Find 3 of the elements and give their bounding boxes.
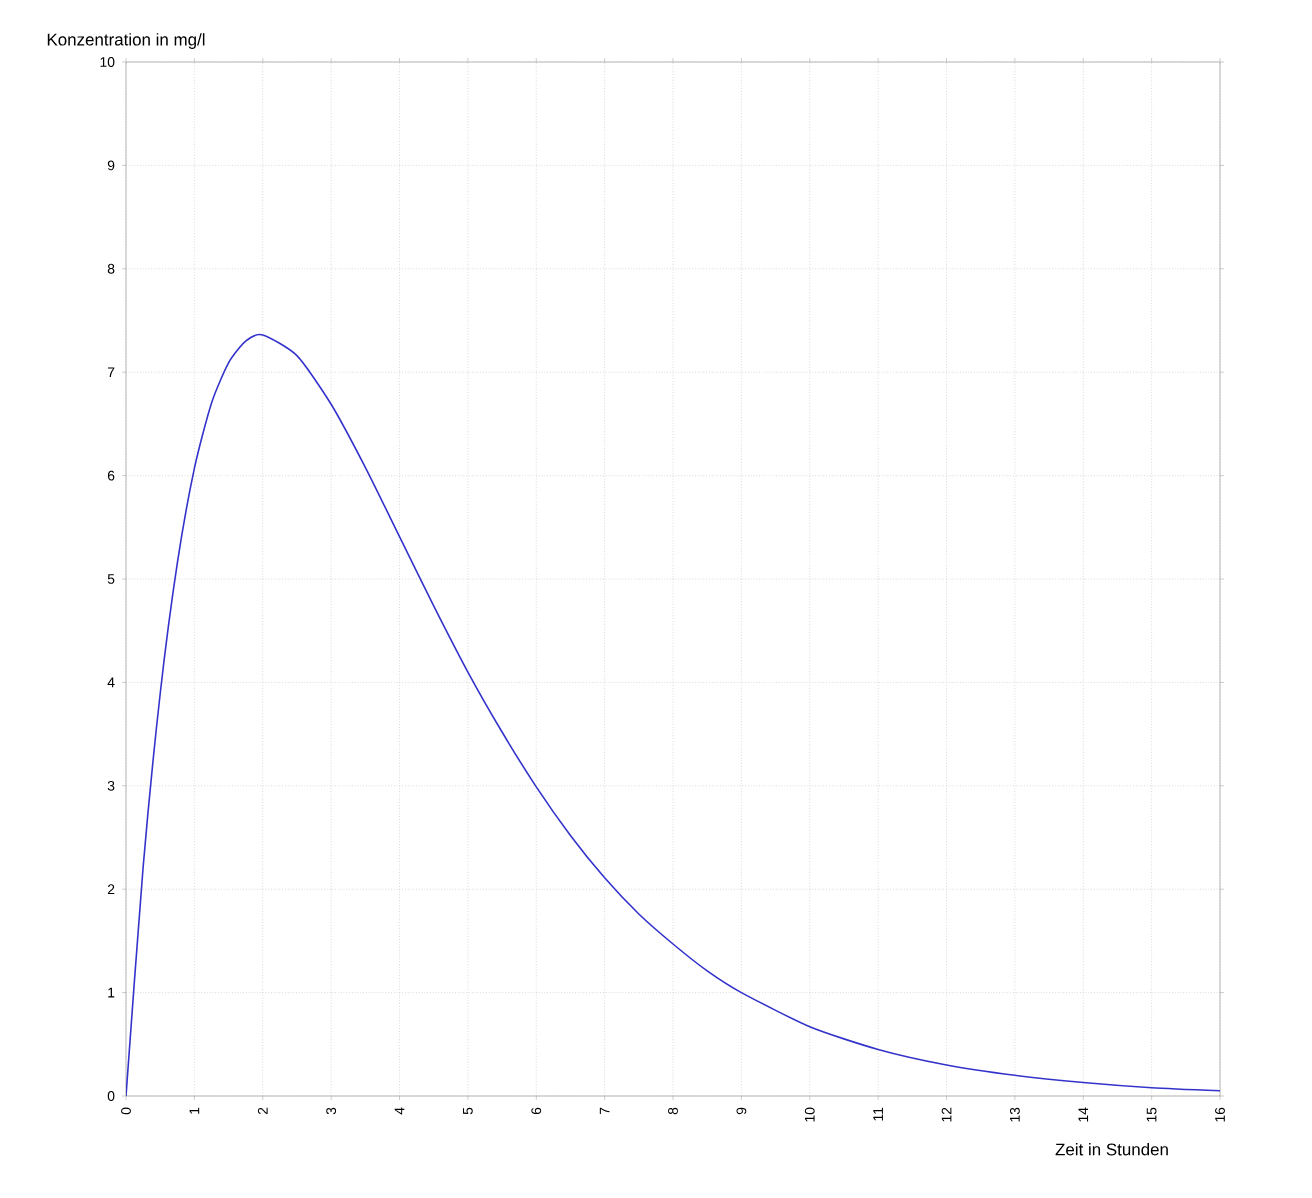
- line-series: [126, 334, 1221, 1096]
- x-axis-title: Zeit in Stunden: [1055, 1143, 1168, 1156]
- y-axis-title: Konzentration in mg/l: [47, 33, 205, 49]
